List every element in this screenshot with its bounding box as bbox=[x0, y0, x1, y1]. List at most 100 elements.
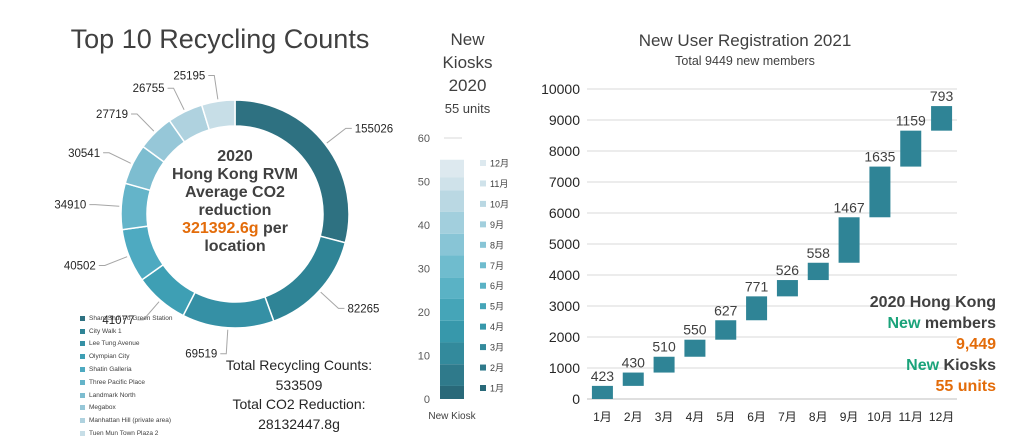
center-line-reduction: reduction bbox=[198, 202, 272, 219]
summary-line4: New Kiosks bbox=[870, 355, 996, 376]
kiosk-bar-segment bbox=[440, 233, 464, 256]
legend-label: Landmark North bbox=[89, 391, 136, 399]
waterfall-x-tick-label: 5月 bbox=[716, 410, 735, 424]
kiosk-legend-swatch bbox=[480, 221, 486, 228]
waterfall-x-tick-label: 7月 bbox=[778, 410, 797, 424]
kiosk-legend-swatch bbox=[480, 262, 486, 269]
kiosk-legend-label: 3月 bbox=[490, 343, 504, 353]
waterfall-data-label: 550 bbox=[683, 322, 707, 338]
waterfall-y-tick-label: 1000 bbox=[549, 360, 580, 376]
total-co2-value: 28132447.8g bbox=[258, 415, 340, 432]
waterfall-x-tick-label: 3月 bbox=[655, 410, 674, 424]
legend-item: Tuen Mun Town Plaza 2 bbox=[80, 427, 172, 440]
kiosk-legend-label: 4月 bbox=[490, 322, 504, 332]
waterfall-chart-subtitle: Total 9449 new members bbox=[675, 54, 815, 68]
legend-label: Tuen Mun Town Plaza 2 bbox=[89, 430, 159, 438]
kiosk-bar-segment bbox=[440, 320, 464, 343]
donut-leader-line bbox=[326, 127, 352, 144]
kiosk-legend-swatch bbox=[480, 344, 486, 351]
legend-label: City Walk 1 bbox=[89, 327, 122, 335]
center-value: 321392.6g bbox=[182, 220, 259, 237]
donut-data-label: 40502 bbox=[64, 261, 96, 273]
waterfall-y-tick-label: 7000 bbox=[549, 174, 580, 190]
kiosk-chart-title: New Kiosks 2020 bbox=[400, 28, 535, 97]
total-recycling-value: 533509 bbox=[275, 376, 323, 393]
kiosk-x-category-label: New Kiosk bbox=[428, 411, 476, 422]
kiosk-legend-swatch bbox=[480, 160, 486, 166]
legend-label: Megabox bbox=[89, 404, 116, 412]
legend-swatch bbox=[80, 315, 85, 321]
donut-data-label: 155026 bbox=[355, 123, 393, 135]
kiosk-legend-label: 7月 bbox=[490, 261, 504, 271]
waterfall-bar bbox=[591, 385, 613, 399]
kiosk-bar-segment bbox=[440, 190, 464, 212]
donut-leader-line bbox=[167, 87, 185, 110]
waterfall-data-label: 627 bbox=[714, 302, 738, 318]
kiosk-y-tick-label: 10 bbox=[418, 351, 430, 363]
donut-data-label: 25195 bbox=[173, 71, 205, 83]
kiosk-title-line3: 2020 bbox=[448, 76, 487, 95]
center-line-year: 2020 bbox=[217, 148, 253, 165]
kiosk-legend-swatch bbox=[480, 282, 486, 289]
kiosk-legend-swatch bbox=[480, 364, 486, 371]
donut-data-label: 41077 bbox=[102, 315, 134, 327]
kiosk-bar-segment bbox=[440, 342, 464, 365]
legend-item: Olympian City bbox=[80, 350, 172, 363]
legend-swatch bbox=[80, 392, 85, 398]
waterfall-bar bbox=[900, 130, 922, 167]
donut-leader-line bbox=[320, 291, 345, 309]
waterfall-bar bbox=[746, 296, 768, 321]
kiosk-legend-swatch bbox=[480, 200, 486, 207]
summary-kiosks: Kiosks bbox=[939, 357, 996, 374]
legend-item: Sham Shui Po Green Station bbox=[80, 312, 172, 325]
legend-item: Three Pacific Place bbox=[80, 376, 172, 389]
kiosk-bar-segment bbox=[440, 385, 464, 399]
waterfall-bar bbox=[653, 356, 675, 373]
kiosk-y-tick-label: 30 bbox=[418, 264, 430, 276]
donut-leader-line bbox=[137, 301, 160, 321]
waterfall-x-tick-label: 1月 bbox=[593, 410, 612, 424]
waterfall-chart-title: New User Registration 2021 bbox=[638, 31, 852, 50]
summary-new-members: New bbox=[887, 315, 921, 332]
waterfall-y-tick-label: 0 bbox=[572, 391, 580, 407]
kiosk-bar-segment bbox=[440, 298, 464, 321]
donut-data-label: 34910 bbox=[54, 200, 86, 212]
kiosk-y-tick-label: 40 bbox=[418, 220, 430, 232]
kiosk-chart-panel: New Kiosks 2020 55 units 0 10 20 30 40 50 60 1月… bbox=[400, 0, 525, 443]
donut-slice bbox=[200, 99, 236, 131]
legend-swatch bbox=[80, 367, 85, 373]
summary-new-kiosks: New bbox=[906, 357, 940, 374]
waterfall-bar bbox=[838, 217, 860, 263]
legend-label: Three Pacific Place bbox=[89, 378, 145, 386]
legend-label: Lee Tung Avenue bbox=[89, 340, 140, 348]
legend-swatch bbox=[80, 418, 85, 424]
legend-swatch bbox=[80, 354, 85, 360]
waterfall-y-tick-label: 3000 bbox=[549, 298, 580, 314]
legend-swatch bbox=[80, 431, 85, 437]
legend-swatch bbox=[80, 341, 85, 347]
donut-leader-line bbox=[98, 256, 128, 267]
donut-chart-panel: Top 10 Recycling Counts 155026 82265 69519… bbox=[0, 0, 400, 443]
donut-legend: Sham Shui Po Green Station City Walk 1 Lee… bbox=[80, 312, 172, 440]
kiosk-legend-label: 9月 bbox=[490, 220, 504, 230]
legend-item: City Walk 1 bbox=[80, 325, 172, 338]
waterfall-chart: 0 1000 2000 3000 4000 5000 6000 7000 8000 9000 100… bbox=[541, 81, 957, 424]
waterfall-x-tick-label: 4月 bbox=[686, 410, 705, 424]
waterfall-y-tick-label: 8000 bbox=[549, 143, 580, 159]
waterfall-x-tick-label: 10月 bbox=[867, 410, 892, 424]
summary-members-value: 9,449 bbox=[955, 336, 996, 353]
waterfall-x-tick-label: 2月 bbox=[624, 410, 643, 424]
legend-swatch bbox=[80, 328, 85, 334]
waterfall-y-tick-label: 5000 bbox=[549, 236, 580, 252]
donut-leader-line bbox=[103, 152, 131, 164]
kiosk-legend-label: 11月 bbox=[490, 179, 508, 189]
waterfall-data-label: 423 bbox=[591, 368, 615, 384]
kiosk-stacked-bar-chart: 0 10 20 30 40 50 60 1月 2月 3月 4月 5月 6月 7月 8月 9月 10月 11月 12月… bbox=[418, 133, 509, 422]
waterfall-data-label: 558 bbox=[807, 245, 831, 261]
kiosk-legend-swatch bbox=[480, 303, 486, 310]
waterfall-bar bbox=[931, 106, 953, 131]
donut-totals: Total Recycling Counts: 533509 Total CO2… bbox=[214, 356, 384, 434]
kiosk-y-tick-label: 60 bbox=[418, 133, 430, 145]
donut-data-label: 30541 bbox=[68, 148, 100, 160]
waterfall-y-tick-label: 10000 bbox=[541, 81, 580, 97]
